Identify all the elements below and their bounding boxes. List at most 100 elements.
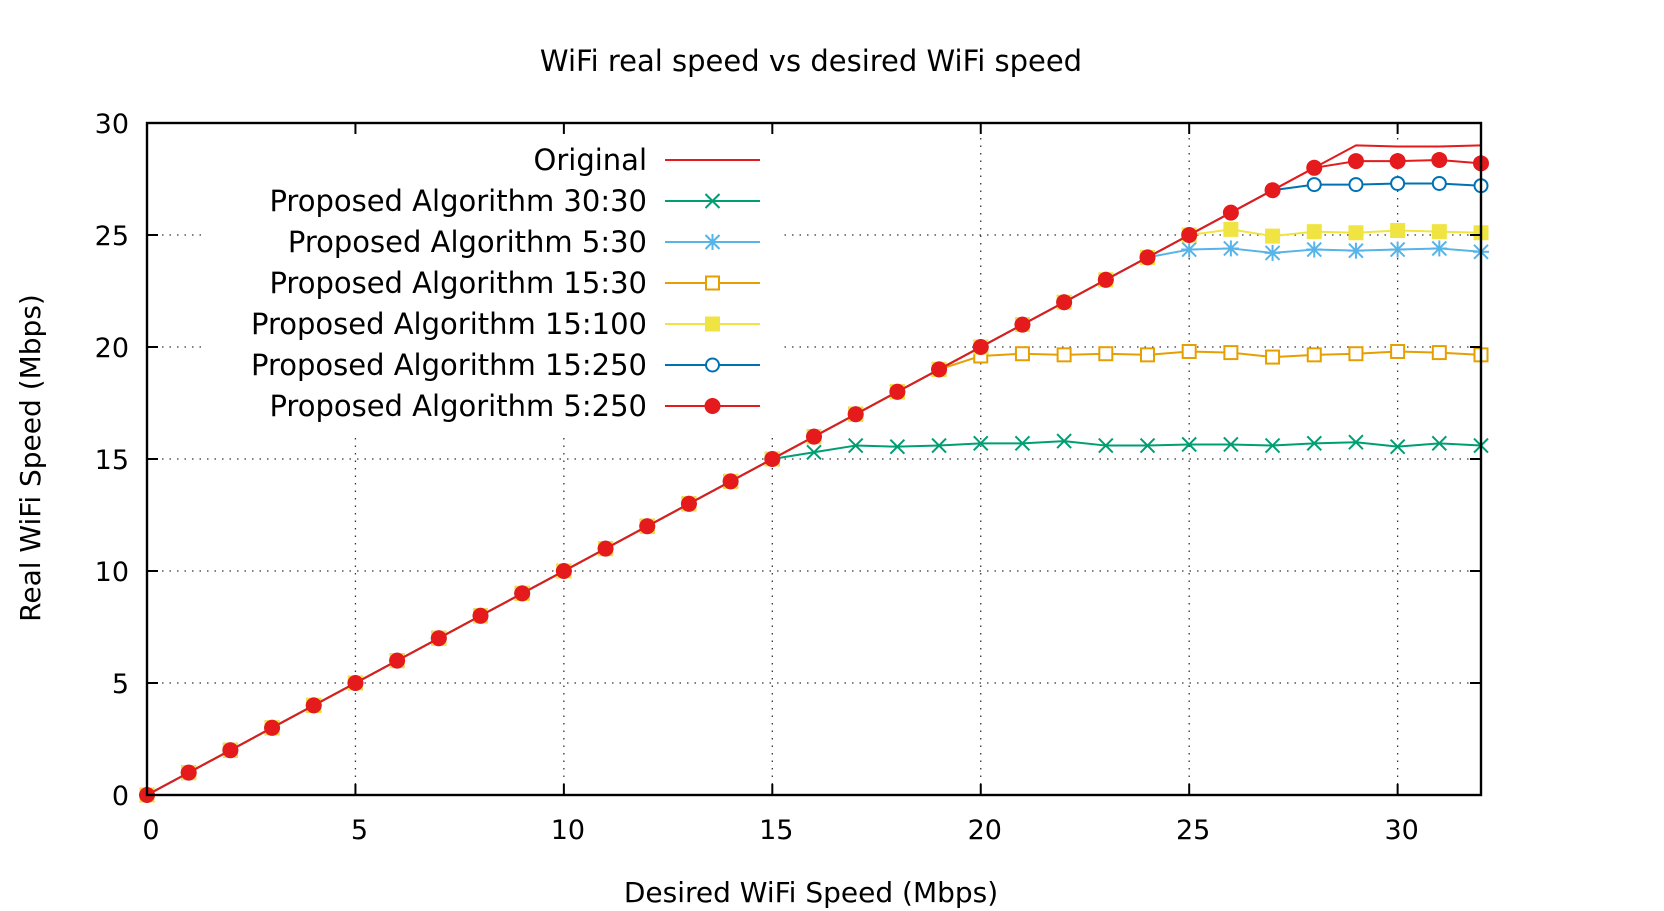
- marker-stroke: [1389, 438, 1406, 455]
- marker-stroke: [973, 435, 989, 452]
- marker-stroke: [847, 437, 864, 454]
- x-tick-label: 15: [759, 815, 793, 846]
- legend-entry: Proposed Algorithm 15:30: [269, 266, 760, 300]
- marker-stroke: [1014, 435, 1031, 452]
- marker-stroke: [1306, 435, 1322, 452]
- legend-label: Original: [534, 143, 647, 177]
- data-point: [806, 444, 822, 460]
- data-point: [1389, 153, 1406, 170]
- legend-entry: Proposed Algorithm 5:30: [288, 225, 760, 259]
- data-point: [1139, 249, 1156, 266]
- marker-stroke: [806, 444, 822, 460]
- data-point: [1348, 225, 1364, 241]
- series-2: [139, 433, 1489, 803]
- x-tick-label: 30: [1384, 815, 1418, 846]
- marker-stroke: [1264, 437, 1281, 454]
- data-point: [514, 585, 531, 602]
- legend-entry: Proposed Algorithm 15:100: [251, 307, 760, 341]
- data-point: [1014, 346, 1030, 362]
- data-point: [1390, 175, 1406, 191]
- data-point: [1265, 349, 1281, 365]
- legend-label: Proposed Algorithm 5:250: [269, 389, 647, 423]
- data-point: [1348, 346, 1364, 362]
- y-tick-label: 30: [95, 109, 129, 140]
- data-point: [1181, 227, 1198, 243]
- data-point: [1306, 435, 1322, 452]
- data-point: [1264, 437, 1281, 454]
- marker-stroke: [1181, 436, 1197, 453]
- data-point: [1306, 177, 1322, 193]
- marker-stroke: [1431, 435, 1448, 452]
- data-point: [931, 437, 947, 454]
- data-point: [972, 339, 989, 355]
- data-point: [1431, 151, 1448, 168]
- data-point: [1306, 159, 1323, 176]
- y-tick-label: 5: [112, 669, 129, 700]
- y-tick-label: 10: [95, 557, 129, 588]
- series-layer: [139, 144, 1489, 803]
- data-point: [1265, 228, 1281, 244]
- data-point: [1389, 241, 1406, 258]
- data-point: [1389, 438, 1406, 455]
- legend-marker: [704, 234, 721, 250]
- x-tick-label: 20: [968, 815, 1002, 846]
- data-point: [639, 518, 656, 535]
- y-tick-label: 0: [112, 781, 129, 812]
- data-point: [1223, 436, 1239, 453]
- legend-label: Proposed Algorithm 5:30: [288, 225, 647, 259]
- data-point: [1140, 347, 1155, 363]
- data-point: [931, 361, 948, 378]
- data-point: [264, 719, 281, 736]
- data-point: [1098, 437, 1114, 454]
- legend-label: Proposed Algorithm 15:250: [251, 348, 647, 382]
- data-point: [680, 495, 697, 512]
- series-7: [139, 151, 1489, 803]
- data-point: [1431, 435, 1448, 452]
- legend-marker: [704, 398, 721, 414]
- data-point: [889, 383, 906, 400]
- axes: 0 5 10 15 20 25 30 0 5 10 15 20 25 30: [95, 109, 1481, 846]
- data-point: [1014, 316, 1031, 333]
- data-point: [1014, 435, 1031, 452]
- marker-stroke: [1223, 436, 1239, 453]
- y-tick-label: 25: [95, 221, 129, 252]
- data-point: [1306, 347, 1322, 363]
- data-point: [806, 428, 822, 445]
- data-point: [1139, 437, 1156, 454]
- data-point: [1348, 177, 1364, 193]
- data-point: [847, 406, 864, 423]
- data-point: [1347, 242, 1364, 259]
- data-point: [1306, 241, 1323, 258]
- legend-label: Proposed Algorithm 15:30: [269, 266, 647, 300]
- data-point: [1223, 221, 1239, 237]
- marker-stroke: [889, 438, 906, 455]
- legend-entry: Proposed Algorithm 5:250: [269, 389, 760, 423]
- data-point: [1181, 436, 1197, 453]
- y-tick-label: 20: [95, 333, 129, 364]
- data-point: [1431, 345, 1447, 361]
- data-point: [1056, 294, 1073, 311]
- y-axis-label: Real WiFi Speed (Mbps): [14, 294, 47, 622]
- data-point: [1431, 175, 1447, 191]
- marker-stroke: [1139, 437, 1156, 454]
- data-point: [555, 563, 572, 579]
- marker-stroke: [1348, 434, 1364, 450]
- data-point: [347, 675, 364, 691]
- legend-marker: [704, 193, 721, 209]
- data-point: [389, 652, 406, 669]
- data-point: [1097, 271, 1114, 288]
- data-point: [597, 540, 614, 557]
- data-point: [1431, 224, 1447, 240]
- marker-stroke: [1098, 437, 1114, 454]
- data-point: [1390, 343, 1406, 359]
- data-point: [180, 764, 197, 781]
- x-tick-label: 5: [351, 815, 368, 846]
- x-tick-label: 0: [142, 815, 159, 846]
- legend-entry: Proposed Algorithm 15:250: [251, 348, 760, 382]
- data-point: [1056, 347, 1072, 363]
- marker-stroke: [1056, 433, 1072, 449]
- legend-marker: [705, 357, 720, 373]
- data-point: [1181, 343, 1197, 359]
- data-point: [1056, 433, 1072, 449]
